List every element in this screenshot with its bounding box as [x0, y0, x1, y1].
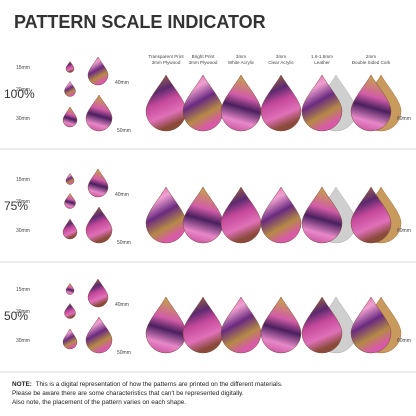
pattern-drop: [301, 296, 343, 354]
pattern-drop: [65, 283, 75, 295]
pattern-drop: [64, 193, 76, 209]
column-header: 2mm: [366, 54, 376, 59]
size-label: 30mm: [16, 116, 30, 122]
column-header: 3mm: [276, 54, 286, 59]
pattern-drop: [65, 173, 75, 185]
pattern-drop: [62, 218, 78, 240]
pattern-drop: [220, 186, 262, 244]
size-label: 30mm: [16, 228, 30, 234]
pattern-drop: [87, 168, 109, 198]
size-label: 40mm: [115, 192, 129, 198]
pattern-drop: [62, 106, 78, 128]
pattern-drop: [350, 74, 392, 132]
column-header: 1.6-1.8mm: [311, 54, 333, 59]
scale-label: 50%: [4, 309, 28, 323]
pattern-drop: [260, 296, 302, 354]
size-label: 60mm: [397, 338, 411, 344]
size-label: 15mm: [16, 177, 30, 183]
pattern-drop: [260, 74, 302, 132]
pattern-drop: [220, 74, 262, 132]
size-label: 60mm: [397, 116, 411, 122]
pattern-drop: [85, 94, 113, 132]
pattern-drop: [182, 296, 224, 354]
column-header: Transparent Print: [148, 54, 184, 59]
column-header: White Acrylic: [228, 60, 255, 65]
scale-label: 100%: [4, 87, 35, 101]
size-label: 20mm: [16, 199, 30, 205]
pattern-drop: [87, 56, 109, 86]
column-header: Bright Print: [192, 54, 215, 59]
column-header: 3mm Plywood: [152, 60, 181, 65]
size-label: 20mm: [16, 309, 30, 315]
size-label: 20mm: [16, 87, 30, 93]
pattern-drop: [85, 316, 113, 354]
pattern-drop: [65, 61, 75, 73]
size-label: 40mm: [115, 302, 129, 308]
column-header: 3mm: [236, 54, 246, 59]
note: NOTE: This is a digital representation o…: [12, 381, 283, 388]
pattern-drop: [182, 74, 224, 132]
column-header: Leather: [314, 60, 330, 65]
column-header: 3mm Plywood: [189, 60, 218, 65]
note-line: This is a digital representation of how …: [36, 381, 283, 388]
scale-label: 75%: [4, 199, 28, 213]
pattern-drop: [260, 186, 302, 244]
note-line: Also note, the placement of the pattern …: [12, 399, 186, 406]
pattern-drop: [145, 186, 187, 244]
column-header: Clear Acrylic: [268, 60, 294, 65]
pattern-drop: [220, 296, 262, 354]
size-label: 15mm: [16, 287, 30, 293]
size-label: 60mm: [397, 228, 411, 234]
pattern-drop: [64, 81, 76, 97]
size-label: 15mm: [16, 65, 30, 71]
size-label: 40mm: [115, 80, 129, 86]
pattern-drop: [145, 74, 187, 132]
pattern-drop: [182, 186, 224, 244]
pattern-drop: [301, 74, 343, 132]
title: PATTERN SCALE INDICATOR: [14, 12, 266, 32]
column-header: Double Sided Cork: [352, 60, 391, 65]
pattern-drop: [87, 278, 109, 308]
pattern-drop: [350, 296, 392, 354]
size-label: 30mm: [16, 338, 30, 344]
size-label: 50mm: [117, 240, 131, 246]
pattern-drop: [301, 186, 343, 244]
note-label: NOTE:: [12, 381, 32, 388]
pattern-drop: [350, 186, 392, 244]
note-line: Please be aware there are some character…: [12, 390, 244, 397]
size-label: 50mm: [117, 128, 131, 134]
pattern-drop: [64, 303, 76, 319]
pattern-drop: [85, 206, 113, 244]
size-label: 50mm: [117, 350, 131, 356]
pattern-drop: [62, 328, 78, 350]
pattern-drop: [145, 296, 187, 354]
